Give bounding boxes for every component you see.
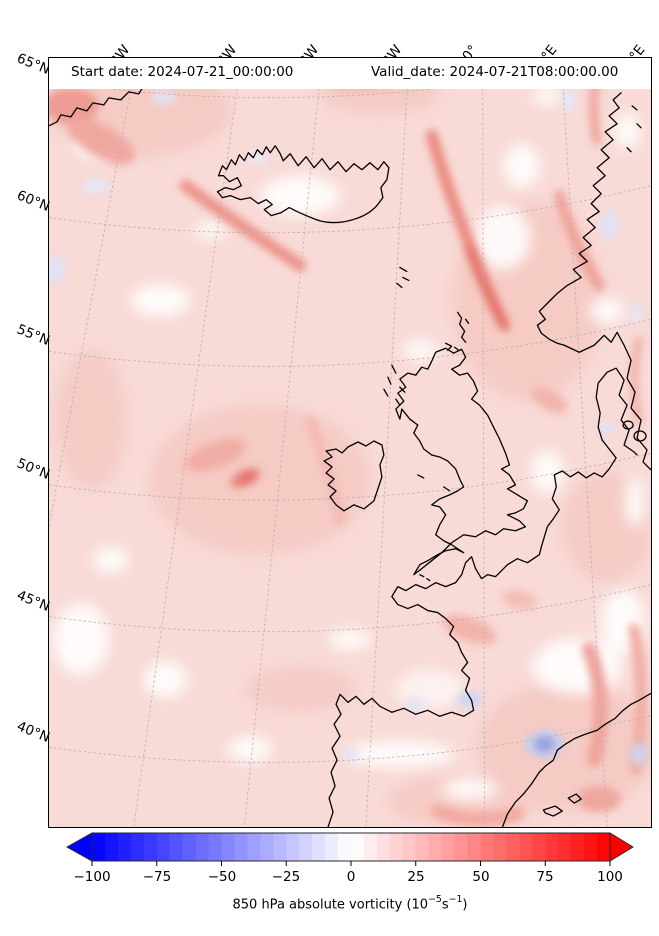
map-plot-area: Start date: 2024-07-21_00:00:00 Valid_da… bbox=[48, 57, 652, 828]
map-canvas bbox=[49, 58, 651, 827]
colorbar-tick-label: −25 bbox=[271, 869, 301, 885]
colorbar-arrow-right bbox=[609, 832, 634, 862]
colorbar-ticks bbox=[91, 861, 611, 866]
colorbar-tick-label: 100 bbox=[597, 869, 623, 885]
colorbar-tick-label: 75 bbox=[536, 869, 554, 885]
colorbar-tick-label: −75 bbox=[142, 869, 172, 885]
colorbar-caption: 850 hPa absolute vorticity (10−5s−1) bbox=[232, 894, 468, 913]
colorbar-gradient bbox=[91, 832, 611, 862]
colorbar bbox=[65, 832, 634, 866]
colorbar-tick-label: 50 bbox=[472, 869, 490, 885]
start-date-text: Start date: 2024-07-21_00:00:00 bbox=[71, 64, 294, 80]
coastlines bbox=[49, 85, 651, 827]
colorbar-arrow-left bbox=[65, 832, 93, 862]
colorbar-tick-label: 0 bbox=[346, 869, 356, 885]
vorticity-field-negative bbox=[49, 89, 649, 766]
colorbar-tick-label: −100 bbox=[73, 869, 111, 885]
valid-date-text: Valid_date: 2024-07-21T08:00:00.00 bbox=[371, 64, 619, 80]
colorbar-tick-label: 25 bbox=[407, 869, 425, 885]
colorbar-tick-label: −50 bbox=[207, 869, 237, 885]
title-band: Start date: 2024-07-21_00:00:00 Valid_da… bbox=[49, 58, 651, 89]
